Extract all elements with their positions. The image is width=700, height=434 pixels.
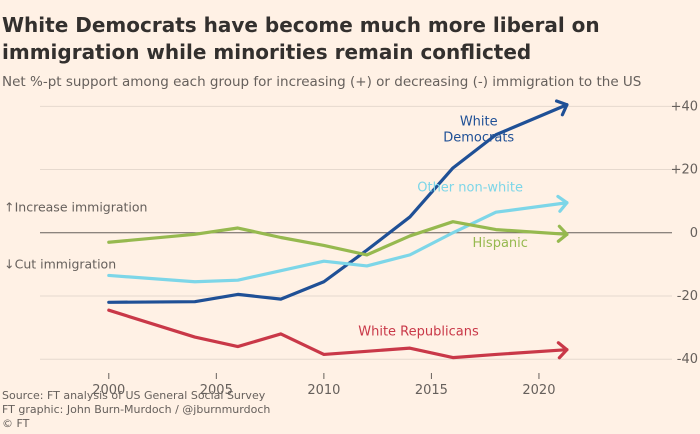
series-label-hispanic: Hispanic bbox=[473, 236, 528, 251]
chart-footer: Source: FT analysis of US General Social… bbox=[2, 389, 270, 431]
series-labels: White Democrats Other non-white Hispanic Whi… bbox=[358, 114, 528, 339]
annotation: ↑Increase immigration bbox=[4, 199, 147, 214]
series-line-white-democrats bbox=[107, 103, 569, 304]
y-axis: +40 +20 0 -20 -40 bbox=[671, 99, 698, 367]
chart-subtitle: Net %-pt support among each group for in… bbox=[2, 74, 642, 90]
series-label-other-non-white: Other non-white bbox=[417, 181, 523, 196]
series-arrowhead-hispanic bbox=[556, 224, 569, 243]
series-label-white-republicans: White Republicans bbox=[358, 324, 479, 339]
graphic-credit: FT graphic: John Burn-Murdoch / @jburnmu… bbox=[2, 403, 271, 416]
source-note: Source: FT analysis of US General Social… bbox=[2, 389, 266, 402]
series-arrowhead-white-democrats bbox=[554, 99, 569, 117]
x-tick-label: 2020 bbox=[522, 383, 555, 398]
y-tick-label: 0 bbox=[690, 226, 698, 241]
x-tick-label: 2000 bbox=[92, 383, 125, 398]
x-tick-label: 2005 bbox=[200, 383, 233, 398]
annotation: ↓Cut immigration bbox=[4, 256, 116, 271]
copyright: © FT bbox=[2, 417, 30, 430]
y-tick-label: +40 bbox=[671, 99, 698, 114]
series-lines bbox=[107, 99, 569, 360]
y-tick-label: +20 bbox=[671, 163, 698, 178]
chart-title: White Democrats have become much more li… bbox=[2, 13, 600, 64]
annotations: ↑Increase immigration ↓Cut immigration bbox=[4, 199, 147, 271]
x-axis: 2000 2005 2010 2015 2020 bbox=[92, 373, 555, 398]
series-label-white-democrats: White Democrats bbox=[443, 114, 514, 145]
y-tick-label: -20 bbox=[677, 289, 698, 304]
series-arrowhead-white-republicans bbox=[556, 341, 569, 360]
series-line-white-republicans bbox=[107, 308, 569, 360]
series-line-hispanic bbox=[107, 220, 569, 257]
gridlines bbox=[40, 105, 672, 360]
y-tick-label: -40 bbox=[677, 352, 698, 367]
x-tick-label: 2015 bbox=[415, 383, 448, 398]
series-arrowhead-other-non-white bbox=[556, 194, 569, 213]
x-tick-label: 2010 bbox=[307, 383, 340, 398]
series-line-other-non-white bbox=[107, 201, 569, 284]
